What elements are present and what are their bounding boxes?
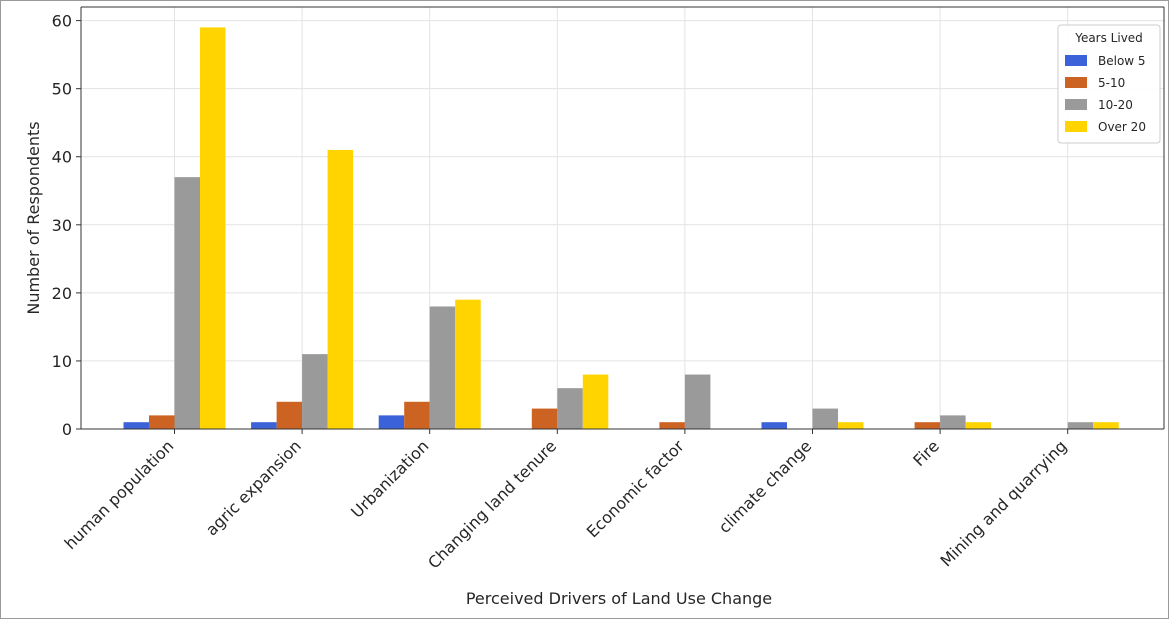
- y-tick-label-50: 50: [52, 80, 72, 99]
- bar-agric-expansion-5-10: [276, 401, 303, 429]
- bar-urbanization-5-10: [404, 401, 430, 429]
- legend-title: Years Lived: [1074, 31, 1143, 45]
- bar-economic-factor-10-20: [684, 374, 711, 429]
- x-axis-label: Perceived Drivers of Land Use Change: [466, 589, 772, 608]
- legend-box: [1057, 24, 1161, 144]
- bar-fire-over-20: [965, 422, 992, 429]
- y-tick-label-0: 0: [62, 420, 72, 439]
- legend-item-below-5: Below 5: [1065, 54, 1146, 68]
- x-tick-label-urbanization: Urbanization: [347, 436, 432, 521]
- bar-changing-land-tenure-5-10: [531, 408, 558, 429]
- bar-human-population-10-20: [174, 177, 200, 429]
- y-tick-labels: 0 10 20 30 40 50 60: [52, 12, 81, 439]
- legend-swatch-over-20: [1065, 121, 1087, 132]
- bar-agric-expansion-10-20: [302, 354, 328, 429]
- x-tick-label-human-population: human population: [61, 436, 178, 553]
- bar-agric-expansion-over-20: [327, 149, 354, 429]
- legend-swatch-5-10: [1065, 77, 1087, 88]
- y-tick-label-40: 40: [52, 148, 72, 167]
- bars: [123, 27, 1119, 430]
- bar-mining-and-quarrying-10-20: [1067, 422, 1094, 429]
- bar-changing-land-tenure-10-20: [557, 388, 583, 429]
- bar-human-population-below-5: [123, 422, 149, 429]
- x-tick-label-changing-land-tenure: Changing land tenure: [424, 436, 560, 572]
- bar-mining-and-quarrying-over-20: [1093, 422, 1119, 429]
- bar-fire-5-10: [914, 422, 941, 429]
- bar-urbanization-below-5: [378, 415, 405, 429]
- y-tick-label-30: 30: [52, 216, 72, 235]
- legend-item-5-10: 5-10: [1065, 76, 1125, 90]
- legend-swatch-10-20: [1065, 99, 1087, 110]
- bar-urbanization-over-20: [455, 299, 481, 429]
- bar-urbanization-10-20: [429, 306, 456, 429]
- bar-climate-change-over-20: [838, 422, 864, 429]
- legend-label-over-20: Over 20: [1098, 120, 1146, 134]
- legend-item-10-20: 10-20: [1065, 98, 1133, 112]
- bar-human-population-over-20: [200, 27, 226, 430]
- bar-changing-land-tenure-over-20: [582, 374, 609, 429]
- x-tick-labels: human population agric expansion Urbanizat…: [61, 429, 1071, 572]
- axes: [80, 6, 1165, 430]
- x-tick-label-economic-factor: Economic factor: [583, 436, 688, 541]
- bar-agric-expansion-below-5: [251, 422, 277, 429]
- bar-human-population-5-10: [149, 415, 175, 429]
- bar-economic-factor-5-10: [659, 422, 685, 429]
- legend-item-over-20: Over 20: [1065, 120, 1146, 134]
- x-tick-label-mining-and-quarrying: Mining and quarrying: [936, 436, 1070, 570]
- legend-label-below-5: Below 5: [1098, 54, 1146, 68]
- bar-climate-change-10-20: [812, 408, 838, 429]
- x-tick-label-agric-expansion: agric expansion: [202, 436, 305, 539]
- x-tick-label-fire: Fire: [909, 436, 943, 470]
- legend-items: Below 5 5-10 10-20 Over 20: [1065, 54, 1146, 134]
- bar-climate-change-below-5: [761, 422, 787, 429]
- legend: Years Lived Below 5 5-10 10-20 Over 20: [1057, 24, 1161, 144]
- y-tick-label-60: 60: [52, 12, 72, 31]
- grid-lines: [81, 7, 1164, 430]
- legend-label-5-10: 5-10: [1098, 76, 1125, 90]
- x-tick-label-climate-change: climate change: [715, 436, 816, 537]
- y-axis-label: Number of Respondents: [24, 121, 43, 314]
- legend-swatch-below-5: [1065, 55, 1087, 66]
- y-tick-label-20: 20: [52, 284, 72, 303]
- legend-label-10-20: 10-20: [1098, 98, 1133, 112]
- bar-fire-10-20: [940, 415, 966, 429]
- y-tick-label-10: 10: [52, 352, 72, 371]
